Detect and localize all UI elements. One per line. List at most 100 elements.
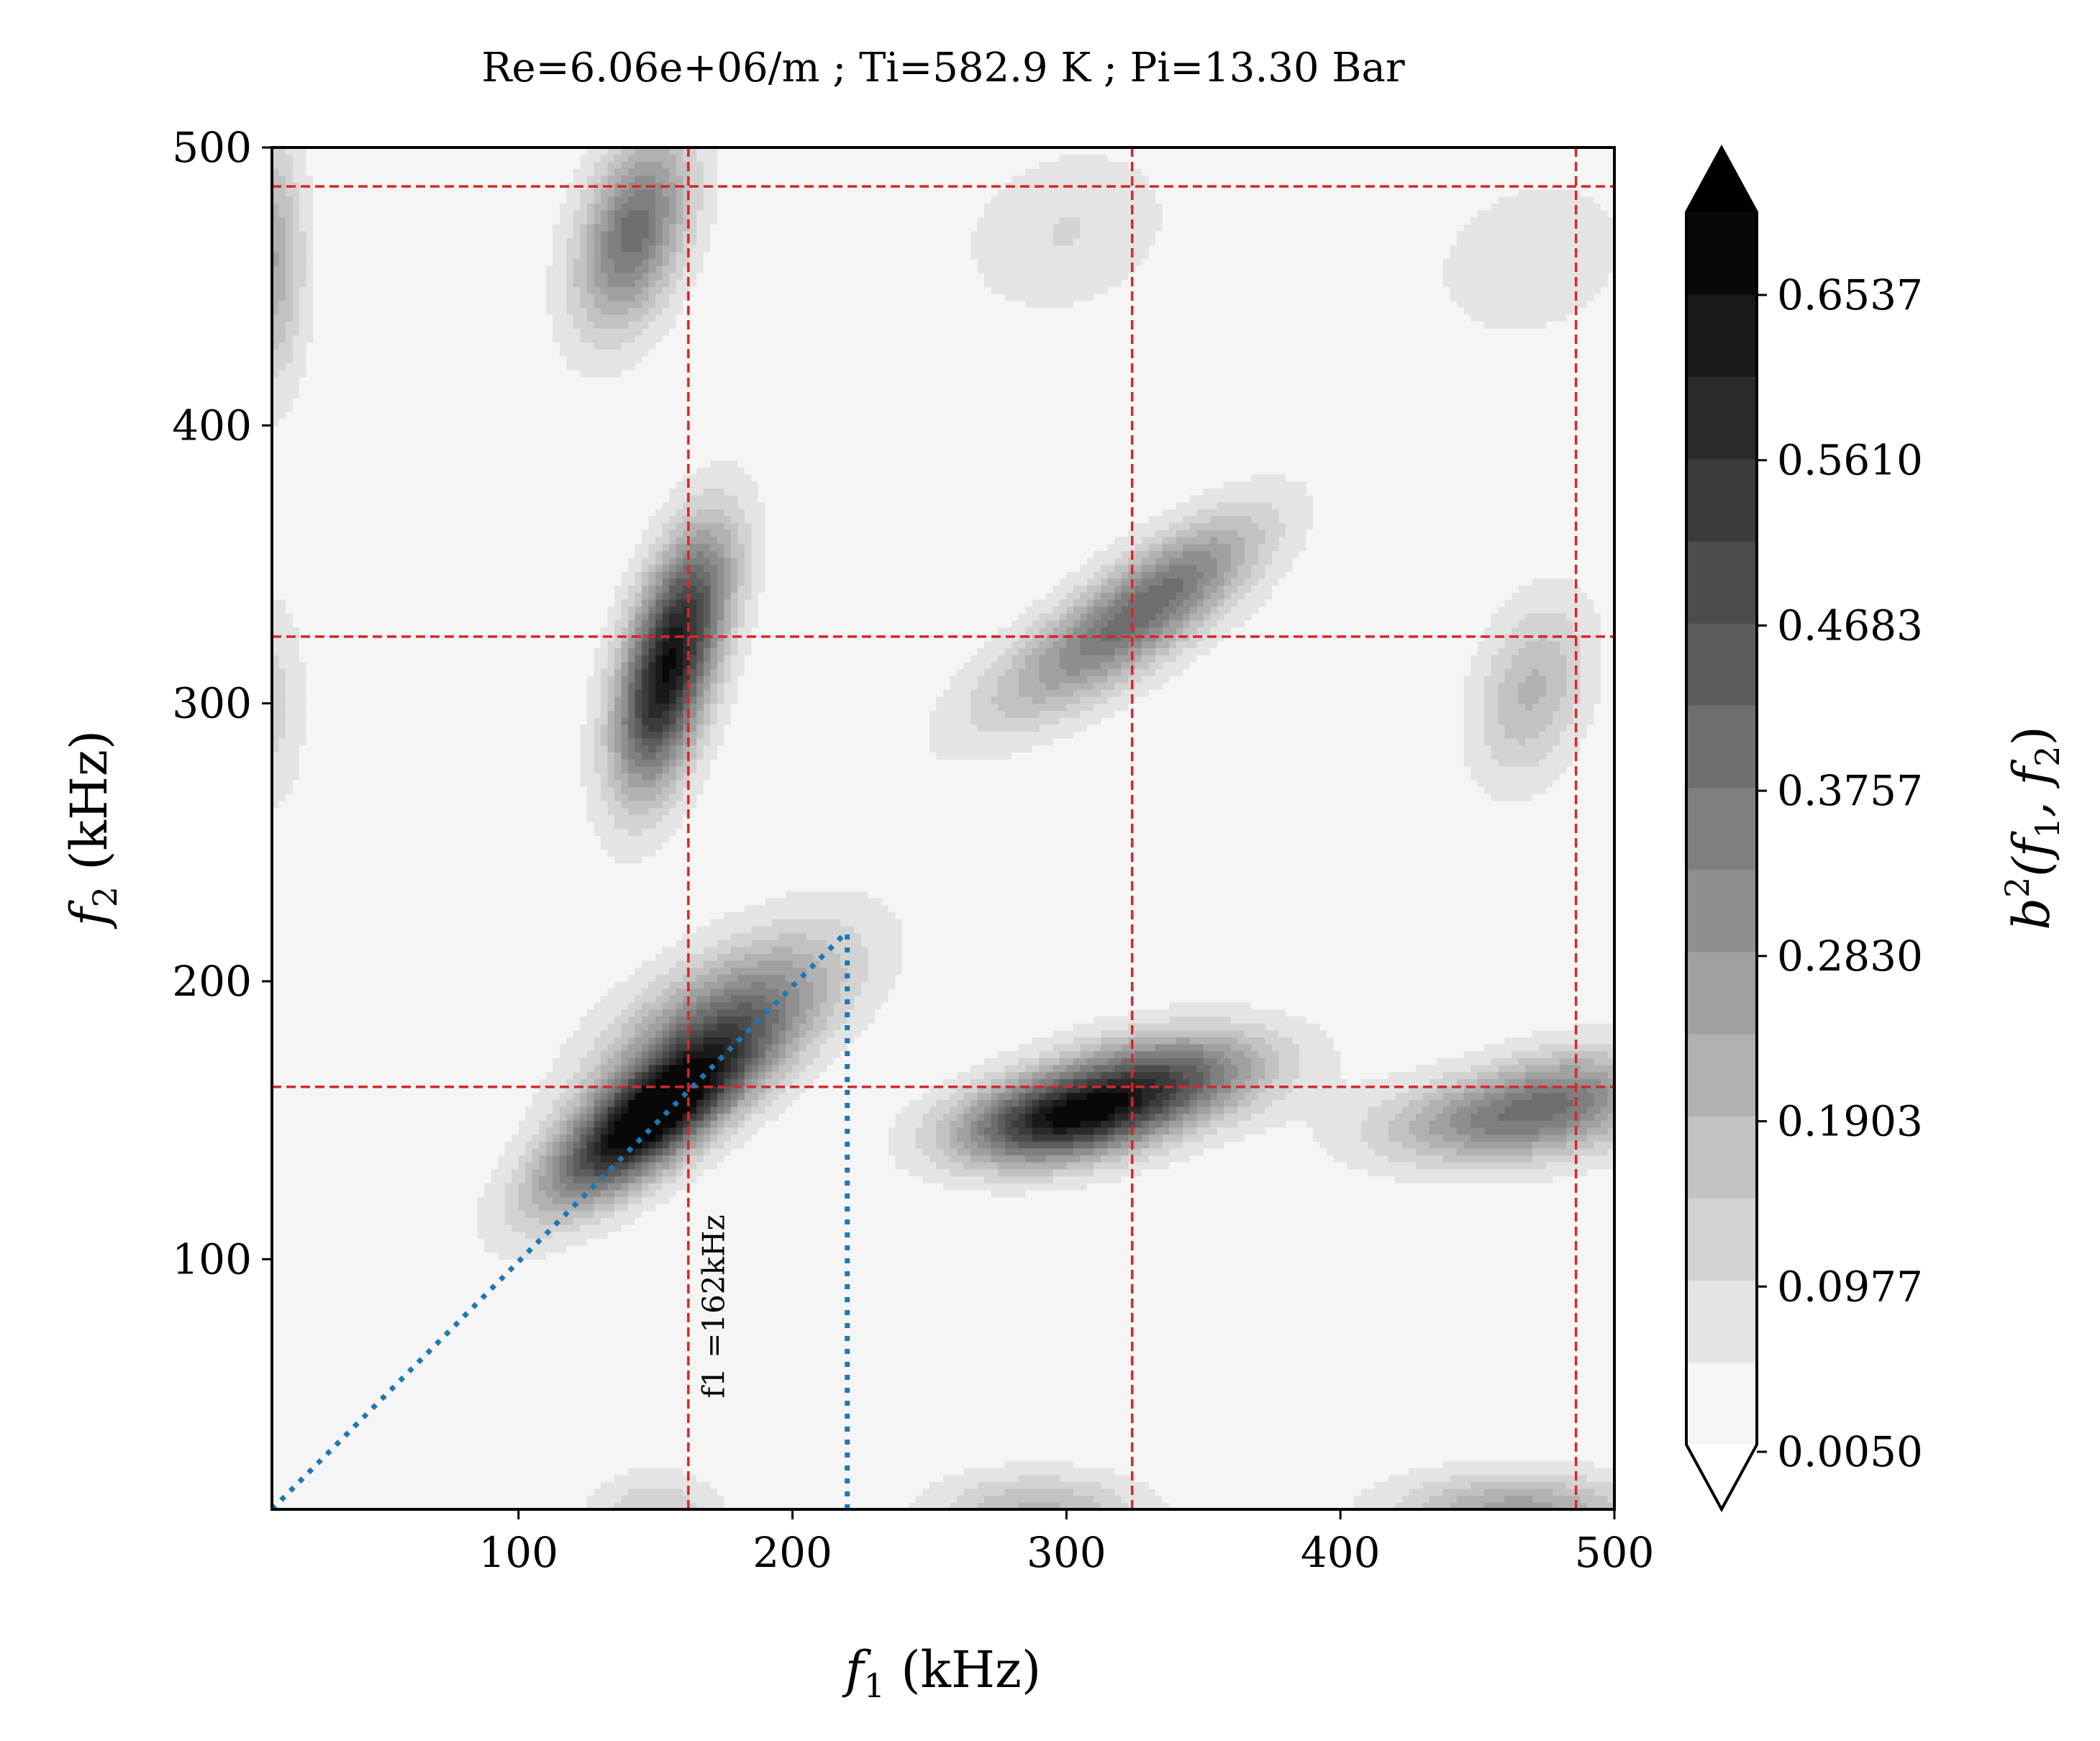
heatmap-cell [1278, 536, 1307, 545]
heatmap-cell [292, 619, 609, 628]
heatmap-cell [1224, 578, 1232, 586]
heatmap-cell [662, 1050, 670, 1058]
heatmap-cell [628, 758, 636, 767]
heatmap-cell [1169, 1113, 1177, 1121]
heatmap-cell [792, 1099, 909, 1107]
heatmap-cell [1121, 1043, 1156, 1052]
heatmap-cell [1018, 1043, 1053, 1052]
heatmap-cell [724, 1495, 917, 1503]
heatmap-cell [662, 613, 670, 621]
heatmap-cell [1566, 1092, 1595, 1100]
heatmap-cell [601, 1058, 609, 1065]
heatmap-cell [765, 981, 794, 989]
heatmap-cell [635, 1050, 642, 1058]
heatmap-cell [1580, 696, 1601, 704]
heatmap-cell [586, 1141, 594, 1149]
heatmap-cell [642, 619, 650, 628]
heatmap-cell [655, 1016, 670, 1024]
heatmap-cell [730, 619, 738, 628]
heatmap-cell [895, 1162, 937, 1170]
heatmap-cell [730, 557, 738, 565]
heatmap-cell [272, 960, 642, 968]
heatmap-cell [1415, 1064, 1471, 1073]
heatmap-cell [272, 1210, 478, 1218]
heatmap-cell [1306, 1016, 1614, 1024]
heatmap-cell [601, 1120, 609, 1128]
heatmap-cell [655, 564, 663, 572]
heatmap-cell [1463, 1092, 1485, 1100]
heatmap-cell [696, 571, 711, 579]
heatmap-cell [655, 634, 663, 642]
heatmap-cell [1512, 627, 1574, 635]
heatmap-cell [272, 439, 1614, 447]
heatmap-cell [1265, 1037, 1294, 1045]
heatmap-cell [655, 849, 1614, 857]
heatmap-cell [676, 237, 683, 245]
heatmap-cell [772, 1043, 780, 1052]
heatmap-cell [1135, 522, 1170, 530]
heatmap-cell [278, 307, 294, 315]
heatmap-cell [614, 1176, 629, 1183]
heatmap-cell [621, 765, 629, 773]
heatmap-cell [1463, 717, 1485, 725]
heatmap-cell [1230, 627, 1485, 635]
heatmap-cell [1586, 724, 1614, 732]
heatmap-cell [717, 953, 745, 961]
heatmap-cell [765, 522, 1136, 530]
heatmap-cell [272, 494, 670, 503]
heatmap-cell [628, 682, 636, 690]
heatmap-cell [1025, 655, 1040, 663]
heatmap-cell [1258, 543, 1280, 551]
heatmap-cell [1224, 1050, 1245, 1058]
heatmap-cell [1025, 1113, 1033, 1121]
heatmap-cell [1525, 703, 1533, 711]
heatmap-cell [573, 224, 581, 232]
heatmap-cell [799, 1022, 814, 1031]
heatmap-cell [586, 230, 594, 239]
heatmap-cell [648, 710, 663, 718]
heatmap-cell [621, 1078, 629, 1086]
heatmap-cell [724, 613, 732, 621]
heatmap-cell [1306, 1120, 1362, 1128]
heatmap-cell [1594, 1113, 1608, 1121]
heatmap-cell [1594, 1460, 1614, 1468]
heatmap-cell [313, 237, 553, 245]
heatmap-cell [621, 1113, 683, 1121]
heatmap-cell [683, 786, 704, 794]
heatmap-cell [628, 1043, 642, 1052]
heatmap-cell [272, 703, 286, 711]
heatmap-cell [635, 1078, 642, 1086]
heatmap-cell [628, 1058, 636, 1065]
heatmap-cell [977, 1085, 992, 1094]
heatmap-cell [1025, 300, 1074, 308]
heatmap-cell [566, 1037, 595, 1045]
heatmap-cell [1012, 661, 1026, 669]
heatmap-cell [758, 481, 1224, 488]
heatmap-cell [662, 522, 677, 530]
heatmap-cell [1443, 1488, 1485, 1496]
heatmap-cell [730, 1064, 738, 1073]
heatmap-cell [272, 1029, 574, 1037]
heatmap-cell [504, 1210, 526, 1218]
heatmap-cell [586, 800, 609, 809]
heatmap-cell [621, 717, 629, 725]
heatmap-cell [1080, 696, 1109, 704]
heatmap-cell [1210, 515, 1252, 524]
heatmap-cell [1004, 1134, 1012, 1142]
heatmap-cell [655, 606, 663, 614]
heatmap-cell [1162, 543, 1183, 551]
heatmap-cell [1094, 1495, 1122, 1503]
heatmap-cell [1039, 613, 1060, 621]
heatmap-cell [607, 1092, 615, 1100]
heatmap-cell [601, 175, 609, 183]
heatmap-cell [655, 293, 670, 301]
heatmap-cell [676, 245, 683, 253]
heatmap-cell [689, 689, 697, 697]
heatmap-cell [1086, 613, 1101, 621]
heatmap-cell [621, 758, 629, 767]
heatmap-cell [1053, 1106, 1115, 1114]
heatmap-cell [621, 1106, 629, 1114]
heatmap-cell [566, 307, 588, 315]
heatmap-cell [1162, 550, 1183, 558]
heatmap-cell [1004, 182, 1150, 190]
